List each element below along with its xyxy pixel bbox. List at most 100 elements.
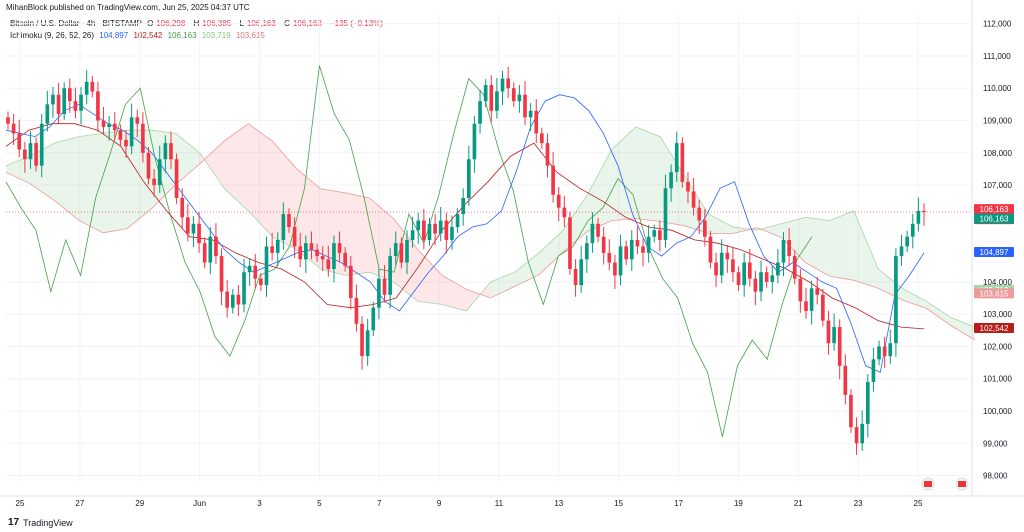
price-tags: 106,16303:22:54106,163104,897103,719103,…	[974, 204, 1014, 333]
chart-grid	[0, 0, 1024, 497]
candle-body	[410, 230, 415, 240]
candle-body	[899, 246, 904, 257]
candle-body	[894, 256, 898, 344]
candle-body	[607, 252, 612, 263]
x-tick-label: Jun	[193, 499, 206, 508]
price-tag	[974, 213, 1014, 224]
candle-body	[107, 123, 111, 127]
candle-body	[399, 243, 404, 263]
candle-body	[73, 101, 78, 111]
candle-body	[79, 94, 83, 111]
tradingview-brand[interactable]: TradingView	[23, 517, 73, 528]
publisher-text: MihanBlock published on TradingView.com,…	[6, 3, 250, 12]
candle-body	[309, 243, 314, 250]
candle-body	[17, 133, 22, 150]
cloud-segment	[345, 192, 370, 276]
x-tick-label: 11	[495, 499, 504, 508]
candle-body	[23, 149, 27, 160]
candle-body	[736, 272, 741, 286]
x-tick-label: 9	[437, 499, 442, 508]
tradingview-footer[interactable]: 17 TradingView	[8, 517, 73, 528]
candle-body	[562, 207, 567, 218]
candle-body	[348, 265, 353, 299]
cloud-segment	[611, 127, 636, 221]
candle-body	[214, 236, 218, 257]
x-tick-label: 19	[734, 499, 743, 508]
candle-body	[51, 94, 55, 105]
time-axis: 25 27 29 Jun 3 5 7 9 11 13 15 17 19 21 23 25	[16, 499, 923, 508]
candle-body	[11, 123, 16, 134]
candle-body	[506, 78, 510, 89]
cloud-segment	[102, 130, 128, 233]
candle-body	[837, 327, 842, 366]
candle-body	[770, 275, 775, 282]
candle-body	[708, 236, 713, 263]
candle-body	[809, 288, 814, 311]
cloud-segment	[926, 301, 951, 326]
candle-body	[270, 246, 274, 253]
candle-body	[815, 288, 820, 295]
price-tag-label: 106,163	[980, 215, 1009, 224]
candle-body	[478, 101, 482, 124]
cloud-segment	[587, 149, 612, 232]
candle-body	[112, 123, 117, 131]
y-tick-label: 104,000	[983, 278, 1012, 287]
candle-body	[141, 123, 145, 153]
y-tick-label: 103,000	[983, 310, 1012, 319]
candle-body	[568, 217, 572, 269]
event-flag-mark	[924, 481, 932, 487]
cloud-segment	[320, 188, 346, 276]
cloud-segment	[369, 198, 394, 282]
candle-body	[393, 243, 398, 257]
x-tick-label: 5	[317, 499, 322, 508]
cloud-segment	[514, 252, 539, 287]
candle-body	[332, 243, 336, 269]
candle-body	[719, 252, 724, 276]
candle-body	[264, 246, 269, 286]
candle-body	[495, 91, 499, 111]
candle-body	[787, 239, 791, 257]
y-tick-label: 108,000	[983, 149, 1012, 158]
candle-body	[826, 320, 831, 344]
candle-body	[365, 330, 370, 357]
y-tick-label: 107,000	[983, 181, 1012, 190]
price-tag	[974, 246, 1014, 257]
candle-body	[573, 268, 578, 286]
x-tick-label: 3	[257, 499, 262, 508]
candle-body	[197, 223, 201, 244]
candle-body	[259, 278, 263, 286]
x-tick-label: 23	[854, 499, 863, 508]
indicator-name[interactable]: Ichimoku (9, 26, 52, 26)	[10, 31, 95, 40]
candle-body	[388, 256, 392, 295]
candle-body	[865, 381, 870, 424]
x-tick-label: 25	[16, 499, 25, 508]
candle-body	[230, 294, 235, 308]
candle-body	[219, 256, 224, 292]
cloud-segment	[684, 175, 709, 234]
candle-body	[629, 239, 634, 260]
candle-body	[747, 262, 752, 279]
x-tick-label: 27	[75, 499, 84, 508]
candle-body	[613, 262, 617, 276]
price-tag	[974, 288, 1014, 299]
candle-body	[714, 262, 718, 276]
cloud-segment	[829, 210, 854, 281]
candle-body	[444, 220, 449, 240]
candle-body	[517, 94, 522, 102]
candle-body	[377, 278, 381, 308]
candle-body	[624, 246, 628, 260]
x-tick-label: 7	[377, 499, 382, 508]
x-tick-label: 15	[614, 499, 623, 508]
candle-body	[804, 301, 808, 311]
candle-body	[910, 223, 915, 237]
candle-body	[511, 88, 516, 102]
candle-body	[191, 223, 196, 234]
candle-body	[781, 239, 786, 263]
candle-body	[905, 236, 909, 247]
candle-body	[39, 123, 44, 166]
candle-body	[28, 143, 33, 160]
event-flag-mark	[958, 481, 966, 487]
candle-body	[882, 346, 887, 357]
ichimoku-legend-row[interactable]: Ichimoku (9, 26, 52, 26) 104,897 102,542…	[10, 30, 386, 42]
